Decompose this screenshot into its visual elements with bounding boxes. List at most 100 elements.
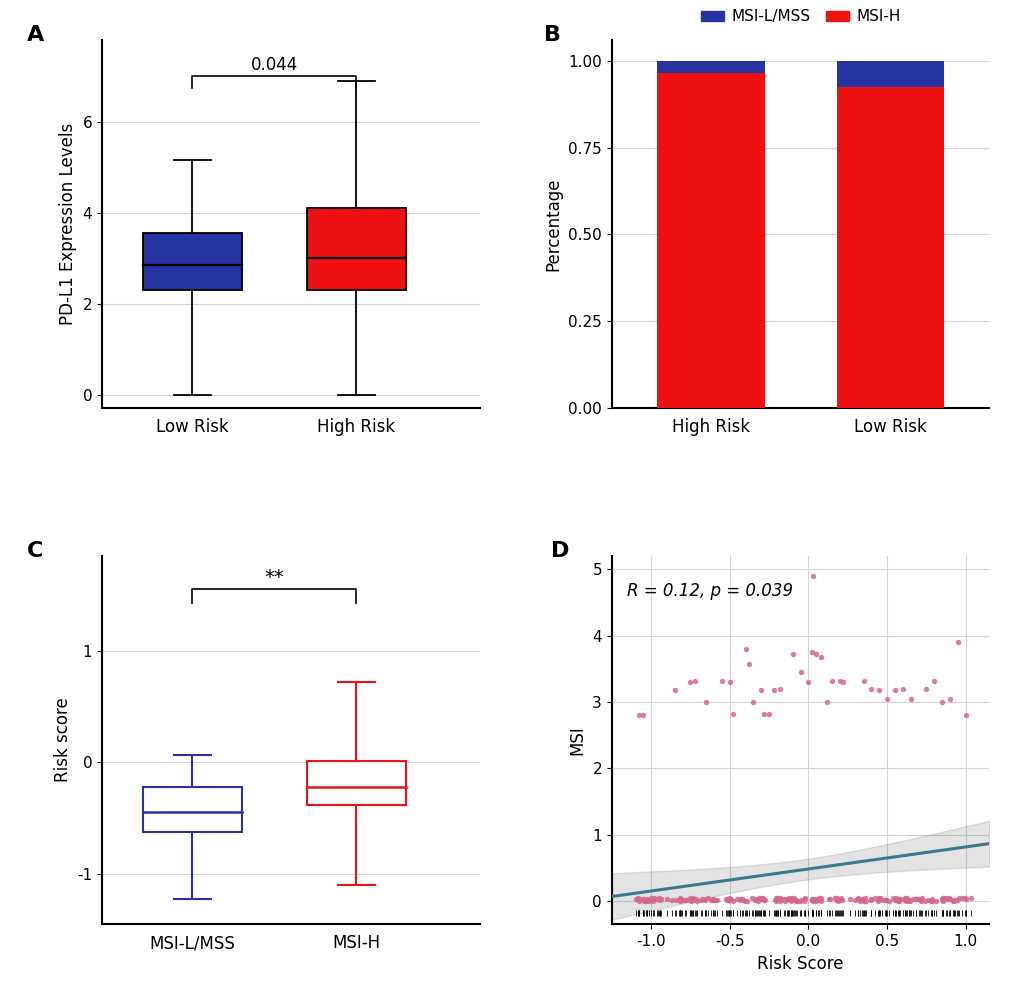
Bar [836, 61, 944, 86]
Point [725, 706, 741, 722]
Point [697, 694, 713, 710]
Point [793, 893, 809, 909]
Point [782, 893, 798, 909]
Point [820, 892, 837, 908]
Point [767, 893, 784, 909]
Point [804, 892, 820, 908]
Point [916, 893, 932, 909]
Point [950, 890, 966, 906]
Point [829, 893, 846, 909]
Point [684, 891, 700, 907]
Point [904, 892, 920, 908]
Y-axis label: Risk score: Risk score [54, 698, 71, 782]
Point [756, 893, 772, 909]
Point [780, 891, 796, 907]
Point [651, 891, 667, 907]
Text: C: C [26, 541, 43, 561]
Point [687, 673, 703, 689]
Bar [836, 86, 944, 409]
Point [783, 891, 799, 907]
Point [681, 890, 697, 906]
Point [723, 893, 740, 909]
Point [637, 894, 653, 910]
Point [872, 892, 889, 908]
Point [945, 893, 961, 909]
Point [704, 892, 720, 908]
Point [769, 891, 786, 907]
Point [933, 891, 950, 907]
Point [755, 706, 771, 722]
Point [731, 893, 747, 909]
Point [750, 891, 766, 907]
Point [812, 893, 828, 909]
Point [946, 893, 962, 909]
Point [812, 649, 828, 665]
Point [627, 891, 643, 907]
Point [830, 673, 847, 689]
Point [785, 891, 801, 907]
Point [791, 893, 807, 909]
Point [760, 706, 776, 722]
Point [851, 893, 867, 909]
Point [639, 891, 655, 907]
Bar [143, 234, 242, 290]
Bar [143, 787, 242, 832]
Point [648, 892, 664, 908]
Point [713, 673, 730, 689]
Point [737, 893, 753, 909]
Point [891, 893, 907, 909]
Point [862, 681, 878, 697]
Point [803, 644, 819, 660]
Point [682, 674, 698, 690]
Point [850, 892, 866, 908]
Point [746, 891, 762, 907]
Point [673, 893, 689, 909]
Point [866, 891, 882, 907]
Point [720, 890, 737, 906]
Point [897, 893, 913, 909]
Point [888, 890, 904, 906]
Point [809, 891, 825, 907]
Point [749, 892, 765, 908]
Point [683, 892, 699, 908]
Point [672, 892, 688, 908]
Point [949, 634, 965, 650]
Point [752, 891, 768, 907]
Point [957, 892, 973, 908]
Point [938, 892, 955, 908]
Point [629, 891, 645, 907]
Point [635, 708, 651, 724]
Point [688, 893, 704, 909]
Point [692, 892, 708, 908]
Point [953, 891, 969, 907]
Point [849, 891, 865, 907]
Point [896, 891, 912, 907]
Point [645, 891, 661, 907]
Point [737, 641, 753, 657]
Point [782, 891, 798, 907]
Point [733, 892, 749, 908]
Point [672, 891, 688, 907]
Point [787, 891, 803, 907]
Point [869, 891, 886, 907]
Point [749, 893, 765, 909]
Point [862, 892, 878, 908]
Point [880, 893, 897, 909]
Point [944, 893, 960, 909]
Point [829, 893, 846, 909]
Point [962, 891, 978, 907]
Point [678, 893, 694, 909]
Point [847, 892, 863, 908]
Point [883, 891, 900, 907]
Point [765, 682, 782, 698]
Point [887, 893, 903, 909]
Point [739, 893, 755, 909]
Point [704, 892, 720, 908]
Point [934, 890, 951, 906]
Point [919, 893, 935, 909]
Point [818, 694, 835, 710]
Point [912, 894, 928, 910]
Point [784, 892, 800, 908]
Point [693, 891, 709, 907]
Point [766, 893, 783, 909]
